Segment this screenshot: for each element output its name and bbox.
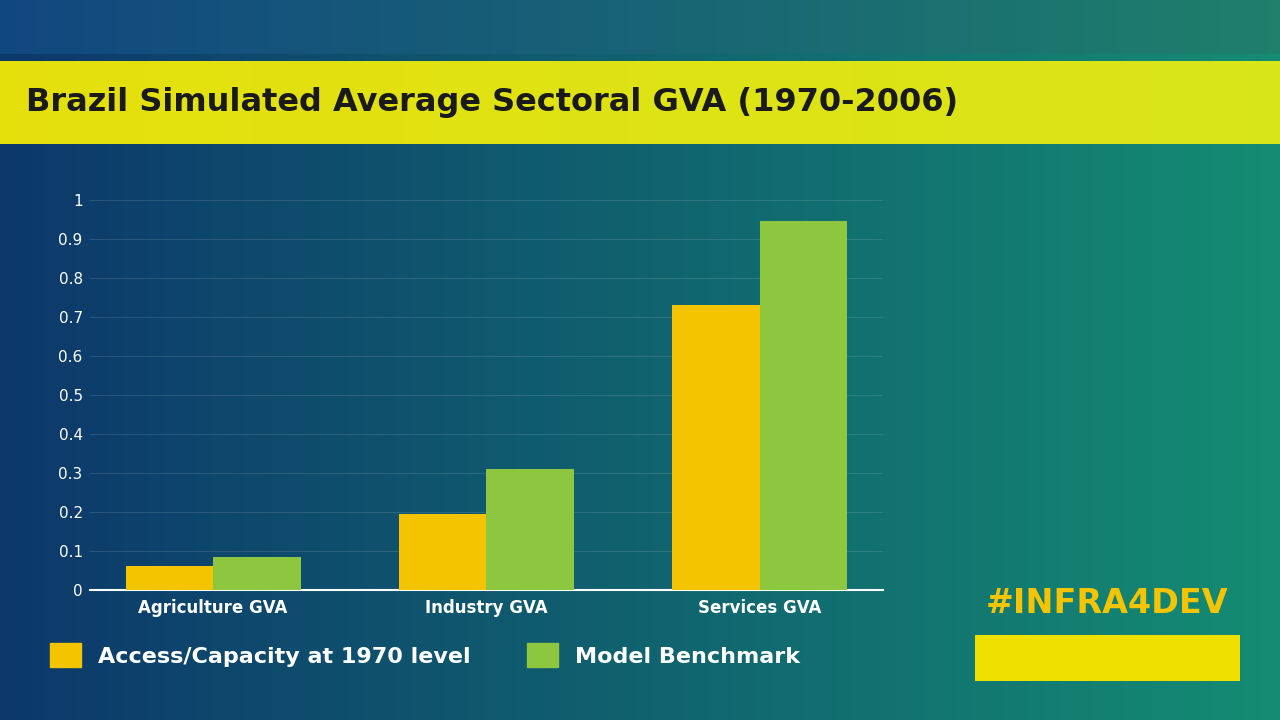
Text: #INFRA4DEV: #INFRA4DEV [986,587,1229,620]
FancyBboxPatch shape [975,636,1240,681]
Bar [759,221,847,590]
Bar [486,469,573,590]
Bar [399,514,486,590]
Bar [125,566,214,590]
Bar [672,305,759,590]
Text: BLOG SERIES: BLOG SERIES [1046,649,1169,667]
Bar [214,557,301,590]
Text: Brazil Simulated Average Sectoral GVA (1970-2006): Brazil Simulated Average Sectoral GVA (1… [26,87,957,118]
Legend: Access/Capacity at 1970 level, Model Benchmark: Access/Capacity at 1970 level, Model Ben… [50,643,800,667]
